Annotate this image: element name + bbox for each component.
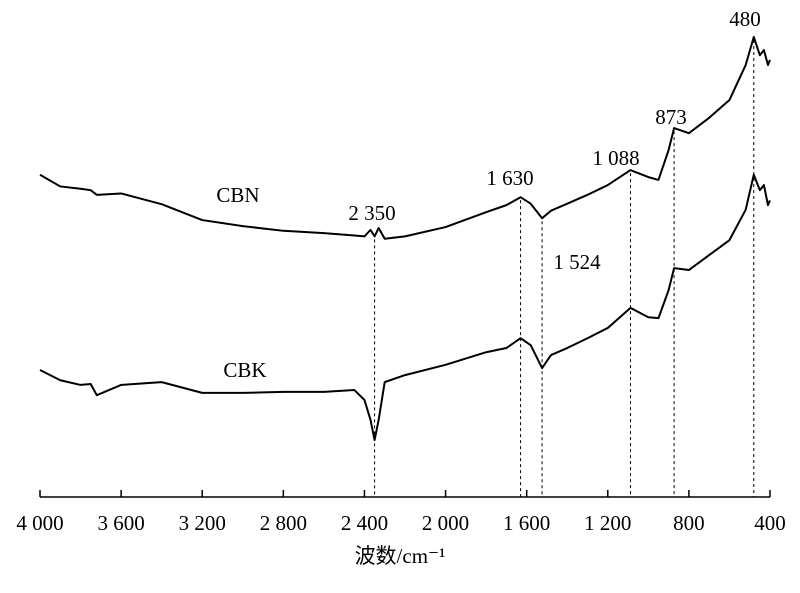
x-tick-label: 2 800 (260, 511, 307, 535)
annotation-label: 1 630 (486, 166, 533, 190)
annotation-label: 873 (655, 105, 687, 129)
x-tick-label: 800 (673, 511, 705, 535)
x-axis-label: 波数/cm⁻¹ (355, 544, 446, 568)
x-tick-label: 1 200 (584, 511, 631, 535)
x-tick-label: 400 (754, 511, 786, 535)
x-tick-label: 2 400 (341, 511, 388, 535)
x-tick-label: 1 600 (503, 511, 550, 535)
annotation-label: 1 524 (553, 250, 601, 274)
x-tick-label: 2 000 (422, 511, 469, 535)
x-tick-label: 3 200 (179, 511, 226, 535)
spectrum-line (39, 173, 771, 442)
annotation-label: 1 088 (592, 146, 639, 170)
annotation-label: 2 350 (348, 201, 395, 225)
series-label: CBN (216, 183, 259, 207)
spectrum-line (39, 36, 771, 240)
annotation-label: 480 (729, 7, 761, 31)
series-label: CBK (223, 358, 266, 382)
x-tick-label: 3 600 (97, 511, 144, 535)
x-tick-label: 4 000 (16, 511, 63, 535)
